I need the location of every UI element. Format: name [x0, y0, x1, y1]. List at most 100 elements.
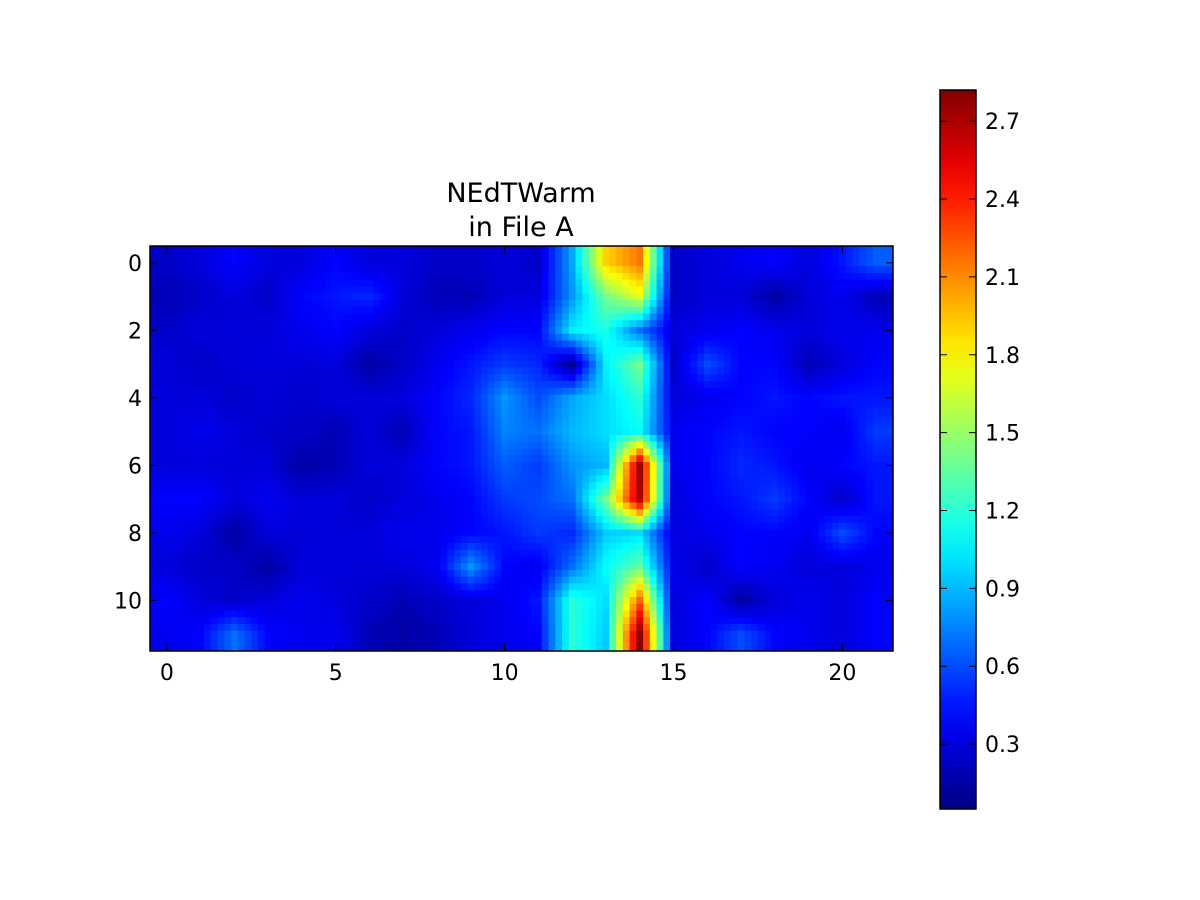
- heatmap-cell: [156, 259, 165, 267]
- heatmap-cell: [312, 300, 320, 308]
- heatmap-cell: [352, 273, 360, 281]
- heatmap-cell: [298, 252, 306, 261]
- heatmap-cell: [440, 509, 448, 517]
- heatmap-cell: [764, 543, 773, 551]
- heatmap-cell: [339, 543, 347, 551]
- heatmap-cell: [582, 266, 590, 274]
- heatmap-cell: [703, 401, 712, 409]
- heatmap-cell: [501, 475, 509, 483]
- heatmap-cell: [886, 347, 893, 355]
- heatmap-cell: [616, 333, 624, 342]
- heatmap-cell: [825, 300, 833, 308]
- heatmap-cell: [521, 529, 529, 537]
- heatmap-cell: [393, 489, 401, 497]
- heatmap-cell: [771, 482, 779, 490]
- heatmap-cell: [798, 529, 806, 537]
- heatmap-cell: [562, 435, 570, 443]
- heatmap-cell: [575, 313, 583, 321]
- heatmap-cell: [413, 360, 421, 369]
- heatmap-cell: [879, 428, 887, 436]
- heatmap-cell: [676, 394, 685, 402]
- heatmap-cell: [575, 408, 583, 416]
- heatmap-cell: [859, 347, 867, 355]
- heatmap-cell: [393, 441, 401, 450]
- heatmap-cell: [643, 340, 651, 348]
- heatmap-cell: [629, 489, 637, 497]
- heatmap-cell: [562, 489, 570, 497]
- heatmap-cell: [649, 428, 658, 436]
- heatmap-cell: [865, 408, 874, 416]
- heatmap-cell: [251, 522, 259, 531]
- heatmap-cell: [298, 313, 306, 321]
- heatmap-cell: [285, 435, 293, 443]
- heatmap-cell: [859, 333, 867, 342]
- heatmap-cell: [399, 428, 408, 436]
- heatmap-cell: [575, 252, 583, 261]
- heatmap-cell: [271, 367, 279, 375]
- heatmap-cell: [791, 401, 800, 409]
- heatmap-cell: [838, 428, 847, 436]
- heatmap-cell: [609, 462, 617, 470]
- heatmap-cell: [879, 401, 887, 409]
- heatmap-cell: [325, 360, 333, 369]
- heatmap-cell: [467, 320, 475, 328]
- heatmap-cell: [393, 408, 401, 416]
- heatmap-cell: [514, 408, 523, 416]
- heatmap-cell: [865, 306, 874, 315]
- heatmap-cell: [318, 347, 327, 355]
- heatmap-cell: [879, 421, 887, 429]
- heatmap-cell: [649, 489, 658, 497]
- heatmap-cell: [663, 360, 671, 369]
- heatmap-cell: [649, 360, 658, 369]
- heatmap-cell: [440, 516, 448, 524]
- heatmap-cell: [318, 340, 327, 348]
- heatmap-cell: [865, 482, 874, 490]
- heatmap-cell: [237, 327, 246, 335]
- heatmap-cell: [224, 279, 232, 288]
- heatmap-cell: [643, 536, 651, 544]
- heatmap-cell: [589, 408, 597, 416]
- heatmap-cell: [676, 333, 685, 342]
- heatmap-cell: [460, 252, 469, 261]
- heatmap-cell: [447, 374, 455, 382]
- heatmap-cell: [393, 354, 401, 362]
- heatmap-cell: [609, 475, 617, 483]
- heatmap-cell: [318, 489, 327, 497]
- heatmap-cell: [318, 367, 327, 375]
- heatmap-cell: [237, 482, 246, 490]
- heatmap-cell: [210, 367, 219, 375]
- heatmap-cell: [683, 300, 691, 308]
- heatmap-cell: [271, 428, 279, 436]
- heatmap-cell: [305, 360, 313, 369]
- heatmap-cell: [622, 489, 631, 497]
- heatmap-cell: [656, 347, 664, 355]
- heatmap-cell: [676, 502, 685, 510]
- heatmap-cell: [784, 286, 793, 294]
- heatmap-cell: [460, 387, 469, 396]
- heatmap-cell: [778, 340, 786, 348]
- heatmap-cell: [683, 455, 691, 463]
- heatmap-cell: [325, 549, 333, 558]
- heatmap-cell: [420, 414, 428, 423]
- heatmap-cell: [413, 516, 421, 524]
- heatmap-cell: [399, 340, 408, 348]
- heatmap-cell: [757, 333, 766, 342]
- heatmap-cell: [393, 273, 401, 281]
- heatmap-cell: [886, 340, 893, 348]
- heatmap-cell: [744, 468, 752, 477]
- heatmap-cell: [406, 394, 415, 402]
- heatmap-cell: [649, 246, 658, 254]
- heatmap-cell: [197, 327, 205, 335]
- heatmap-cell: [379, 367, 387, 375]
- heatmap-cell: [751, 266, 759, 274]
- heatmap-cell: [163, 549, 171, 558]
- heatmap-cell: [541, 522, 550, 531]
- heatmap-cell: [865, 543, 874, 551]
- chart-title-line-2: in File A: [468, 212, 574, 243]
- heatmap-cell: [318, 266, 327, 274]
- heatmap-cell: [231, 475, 239, 483]
- heatmap-cell: [197, 475, 205, 483]
- heatmap-cell: [291, 367, 300, 375]
- heatmap-cell: [312, 354, 320, 362]
- heatmap-cell: [825, 448, 833, 456]
